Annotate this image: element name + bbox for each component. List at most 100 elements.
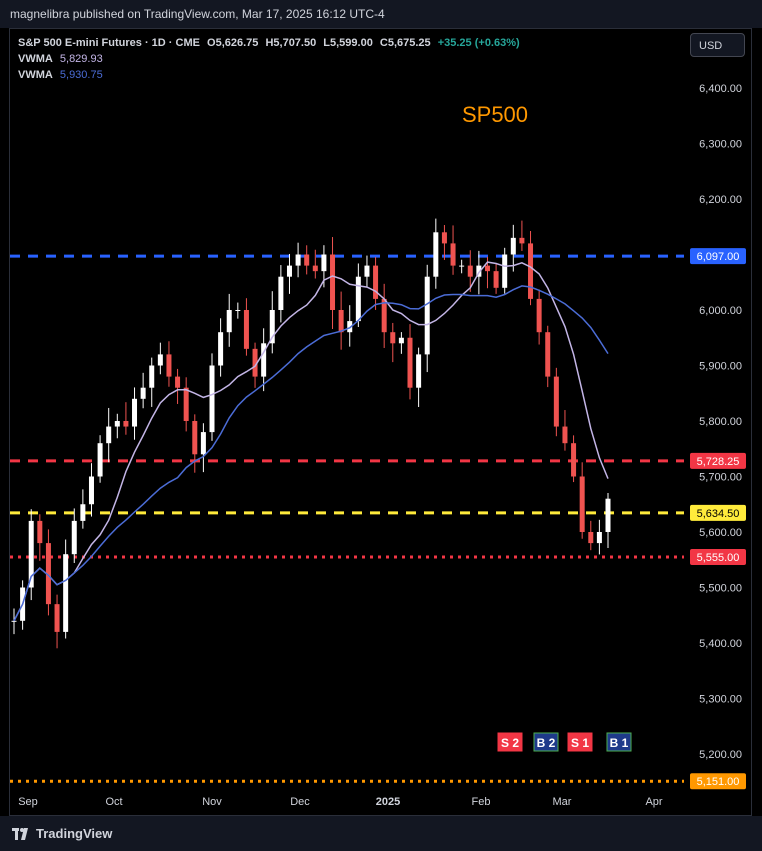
y-tick-label: 5,800.00 xyxy=(699,416,742,428)
candle-body xyxy=(226,310,232,333)
candle-body xyxy=(416,354,422,388)
candle-body xyxy=(330,254,336,310)
candle-body xyxy=(200,432,206,455)
candle-body xyxy=(571,443,577,477)
candle-body xyxy=(114,421,120,427)
candle-body xyxy=(467,265,473,277)
candle-body xyxy=(183,387,189,421)
publisher-text: magnelibra published on TradingView.com,… xyxy=(10,7,385,21)
candle-body xyxy=(588,532,594,544)
candle-body xyxy=(312,265,318,272)
signal-label: B 1 xyxy=(610,736,629,750)
chart-frame xyxy=(9,28,752,816)
candle-body xyxy=(450,243,456,266)
candle-body xyxy=(157,354,163,366)
candle-body xyxy=(252,348,258,377)
price-level-tag xyxy=(690,773,746,790)
x-tick-label: Apr xyxy=(645,796,662,808)
change-value: +35.25 (+0.63%) xyxy=(437,37,520,49)
y-tick-label: 5,600.00 xyxy=(699,527,742,539)
publisher-header: magnelibra published on TradingView.com,… xyxy=(0,0,762,28)
candle-body xyxy=(243,310,249,349)
candle-body xyxy=(235,310,241,311)
candle-body xyxy=(132,398,138,427)
vwma-fast-line xyxy=(13,261,609,622)
candle-body xyxy=(218,332,224,366)
x-tick-label: Oct xyxy=(105,796,122,808)
candle-body xyxy=(545,332,551,377)
candle-body xyxy=(140,387,146,399)
candle-body xyxy=(123,421,129,427)
candle-body xyxy=(286,265,292,277)
indicator-value: 5,930.75 xyxy=(59,69,103,81)
brand-label: TradingView xyxy=(36,826,113,841)
candle-body xyxy=(528,243,534,299)
candle-body xyxy=(407,337,413,388)
x-tick-label: Dec xyxy=(290,796,310,808)
price-level-tag xyxy=(690,548,746,565)
indicator-vwma-2[interactable]: VWMA 5,930.75 xyxy=(18,67,520,83)
y-tick-label: 5,400.00 xyxy=(699,638,742,650)
signal-label: S 1 xyxy=(571,736,589,750)
y-tick-label: 5,200.00 xyxy=(699,749,742,761)
price-level-label: 5,634.50 xyxy=(697,508,740,520)
x-tick-label: 2025 xyxy=(376,796,400,808)
candle-body xyxy=(553,376,559,427)
signal-label: S 2 xyxy=(501,736,519,750)
candle-body xyxy=(11,620,17,622)
signal-box xyxy=(533,732,559,752)
candle-body xyxy=(355,276,361,322)
x-tick-label: Mar xyxy=(553,796,572,808)
x-tick-label: Sep xyxy=(18,796,38,808)
candle-body xyxy=(338,310,344,333)
candle-body xyxy=(54,604,60,632)
candle-body xyxy=(441,232,447,244)
tradingview-icon xyxy=(12,827,28,840)
candle-body xyxy=(71,520,77,555)
high-value: H5,707.50 xyxy=(265,37,317,49)
candle-body xyxy=(88,476,94,505)
y-tick-label: 5,500.00 xyxy=(699,583,742,595)
candle-body xyxy=(175,376,181,388)
candle-body xyxy=(398,337,404,344)
indicator-vwma-1[interactable]: VWMA 5,829.93 xyxy=(18,51,520,67)
candle-body xyxy=(381,298,387,333)
buy-signal-marker: B 2 xyxy=(533,732,559,752)
currency-button[interactable]: USD xyxy=(690,33,745,57)
candle-body xyxy=(493,271,499,288)
signal-box xyxy=(497,732,523,752)
chart-legend: S&P 500 E-mini Futures · 1D · CME O5,626… xyxy=(18,35,520,83)
low-value: L5,599.00 xyxy=(323,37,373,49)
candle-body xyxy=(476,265,482,277)
indicator-name: VWMA xyxy=(18,69,53,81)
candle-body xyxy=(37,520,43,544)
price-level-tag xyxy=(690,504,746,521)
tradingview-logo[interactable]: TradingView xyxy=(12,826,112,841)
close-value: C5,675.25 xyxy=(379,37,431,49)
candle-body xyxy=(192,421,198,455)
candle-body xyxy=(536,298,542,333)
buy-signal-marker: B 1 xyxy=(606,732,632,752)
footer-bar xyxy=(0,816,762,851)
indicator-name: VWMA xyxy=(18,53,53,65)
y-tick-label: 6,300.00 xyxy=(699,139,742,151)
candle-body xyxy=(209,365,215,433)
candle-body xyxy=(63,554,69,632)
y-tick-label: 5,300.00 xyxy=(699,694,742,706)
open-value: O5,626.75 xyxy=(207,37,259,49)
symbol-name: S&P 500 E-mini Futures · 1D · CME xyxy=(18,37,200,49)
candle-body xyxy=(424,276,430,355)
sell-signal-marker: S 1 xyxy=(567,732,593,752)
chart-title: SP500 xyxy=(462,102,528,127)
candle-body xyxy=(433,232,439,277)
candle-body xyxy=(364,265,370,277)
candle-body xyxy=(484,265,490,272)
price-level-label: 5,151.00 xyxy=(697,776,740,788)
vwma-slow-line xyxy=(13,285,609,622)
candle-body xyxy=(579,476,585,532)
price-level-label: 6,097.00 xyxy=(697,251,740,263)
candle-body xyxy=(295,254,301,266)
candle-body xyxy=(149,365,155,388)
candle-body xyxy=(28,520,34,588)
